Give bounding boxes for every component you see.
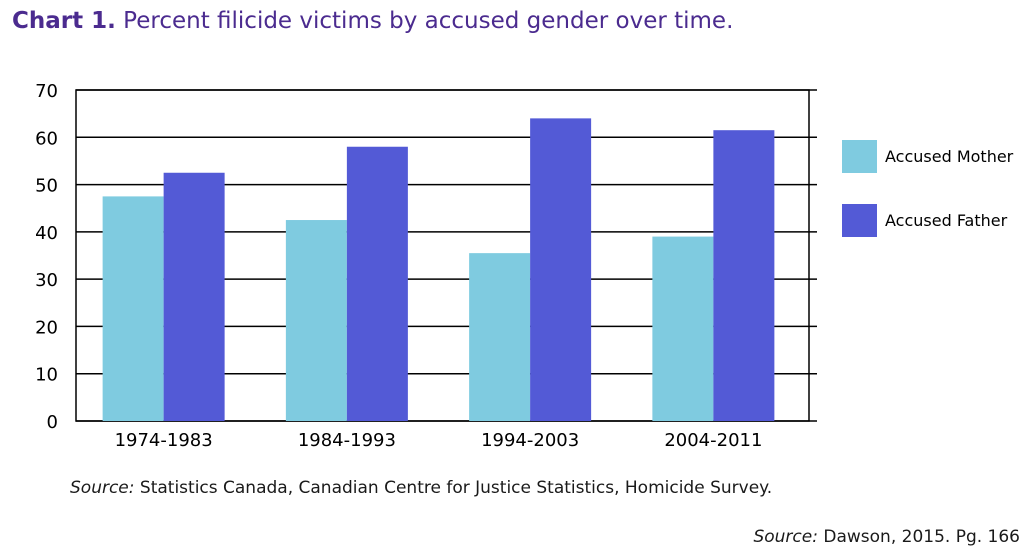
bar-mother	[652, 236, 714, 421]
bar-father	[346, 146, 408, 421]
bar-father	[163, 172, 225, 421]
data-source-label: Source:	[70, 478, 135, 498]
y-tick-label: 40	[35, 223, 58, 244]
citation-note: Source: Dawson, 2015. Pg. 166	[753, 527, 1020, 547]
y-tick-label: 20	[35, 317, 58, 338]
legend-swatch	[842, 140, 877, 173]
legend-swatch	[842, 204, 877, 237]
chart-title-number: Chart 1.	[12, 8, 116, 34]
y-tick-label: 10	[35, 365, 58, 386]
data-source-text: Statistics Canada, Canadian Centre for J…	[139, 478, 773, 498]
citation-label: Source:	[753, 527, 818, 547]
legend-label: Accused Mother	[885, 147, 1014, 166]
y-tick-label: 60	[35, 128, 58, 149]
y-tick-label: 0	[47, 412, 58, 433]
bar-mother	[469, 253, 531, 421]
bar-mother	[102, 196, 164, 421]
citation-text: Dawson, 2015. Pg. 166	[823, 527, 1020, 547]
bar-father	[713, 130, 775, 421]
x-tick-label: 1984-1993	[298, 430, 396, 451]
x-tick-label: 2004-2011	[664, 430, 762, 451]
x-tick-label: 1974-1983	[115, 430, 213, 451]
bar-mother	[285, 220, 347, 421]
chart-title: Chart 1. Percent filicide victims by acc…	[12, 8, 733, 34]
y-tick-label: 70	[35, 81, 58, 102]
bar-father	[530, 118, 592, 421]
chart-title-text: Percent filicide victims by accused gend…	[123, 8, 734, 34]
plot-frame	[75, 89, 810, 422]
legend-label: Accused Father	[885, 211, 1008, 230]
y-tick-label: 50	[35, 176, 58, 197]
y-tick-label: 30	[35, 270, 58, 291]
x-tick-label: 1994-2003	[481, 430, 579, 451]
bar-chart: 0 10 20 30 40 50 60 70 1974-1983 1984-1993 1994-20…	[35, 81, 1014, 451]
data-source-note: Source: Statistics Canada, Canadian Cent…	[70, 478, 772, 498]
